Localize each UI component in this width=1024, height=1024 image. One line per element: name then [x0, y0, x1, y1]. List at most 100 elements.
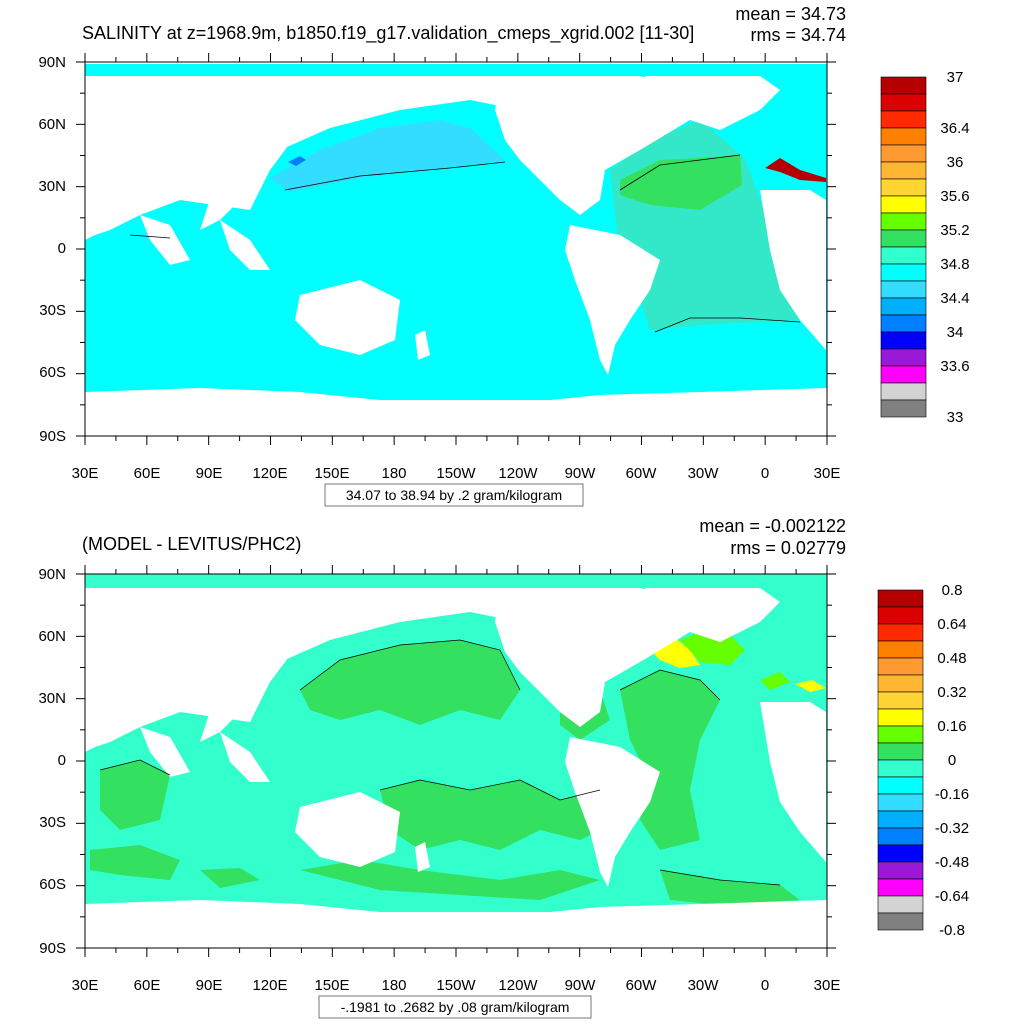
colorbar-label: 37	[947, 69, 964, 86]
colorbar-swatch	[877, 776, 924, 795]
colorbar-swatch	[877, 623, 924, 642]
salinity-colorbar: 37 36.4 36 35.6 35.2 34.8 34.4 34 33.6 33	[880, 69, 970, 426]
lat-label-0: 0	[58, 752, 66, 769]
lon-label-30e: 30E	[72, 977, 99, 994]
rms-stat: rms = 34.74	[750, 25, 846, 45]
colorbar-swatch	[877, 912, 924, 931]
lon-label-120w: 120W	[498, 465, 538, 482]
colorbar-label: 0	[948, 752, 956, 769]
colorbar-label: 33	[947, 409, 964, 426]
lat-label-30n: 30N	[38, 178, 66, 195]
colorbar-label: 0.48	[937, 650, 966, 667]
colorbar-swatch	[877, 895, 924, 914]
longitude-labels: 30E 60E 90E 120E 150E 180 150W 120W 90W …	[72, 977, 841, 994]
colorbar-swatch	[880, 348, 927, 367]
latitude-labels: 90N 60N 30N 0 30S 60S 90S	[38, 54, 66, 445]
rms-stat: rms = 0.02779	[730, 538, 846, 558]
lon-label-30w: 30W	[688, 465, 720, 482]
lon-label-150e: 150E	[314, 465, 349, 482]
lon-label-150w: 150W	[436, 465, 476, 482]
colorbar-swatch	[880, 76, 927, 95]
salinity-map-field	[85, 62, 827, 436]
lat-label-60n: 60N	[38, 116, 66, 133]
lat-label-30n: 30N	[38, 690, 66, 707]
colorbar-swatch	[880, 314, 927, 333]
lat-label-90n: 90N	[38, 566, 66, 583]
lon-label-180: 180	[381, 465, 406, 482]
colorbar-swatch	[877, 606, 924, 625]
lat-label-60n: 60N	[38, 628, 66, 645]
colorbar-swatch	[877, 691, 924, 710]
lon-label-120w: 120W	[498, 977, 538, 994]
colorbar-swatch	[880, 161, 927, 180]
caption-box	[318, 995, 592, 1019]
latitude-labels: 90N 60N 30N 0 30S 60S 90S	[38, 566, 66, 957]
lat-label-30s: 30S	[39, 302, 66, 319]
colorbar-swatch	[877, 589, 924, 608]
mean-stat: mean = -0.002122	[699, 516, 846, 536]
contour-caption: 34.07 to 38.94 by .2 gram/kilogram	[346, 487, 562, 503]
colorbar-label: 0.64	[937, 616, 966, 633]
colorbar-swatch	[877, 827, 924, 846]
colorbar-swatch	[877, 861, 924, 880]
contour-caption: -.1981 to .2682 by .08 gram/kilogram	[341, 999, 570, 1015]
colorbar-swatch	[880, 399, 927, 418]
colorbar-swatch	[877, 657, 924, 676]
map-ticks	[76, 565, 836, 957]
lon-label-150e: 150E	[314, 977, 349, 994]
colorbar-label: 34.8	[940, 256, 969, 273]
colorbar-swatch	[880, 263, 927, 282]
colorbar-label: 35.2	[940, 222, 969, 239]
colorbar-swatch	[877, 742, 924, 761]
lon-label-60e: 60E	[134, 977, 161, 994]
difference-map-field	[85, 574, 827, 948]
lon-label-120e: 120E	[252, 465, 287, 482]
colorbar-swatch	[880, 127, 927, 146]
colorbar-swatch	[880, 280, 927, 299]
lat-label-90s: 90S	[39, 940, 66, 957]
lon-label-120e: 120E	[252, 977, 287, 994]
map-ticks	[76, 53, 836, 445]
colorbar-label: -0.32	[935, 820, 969, 837]
colorbar-swatch	[877, 725, 924, 744]
salinity-panel: SALINITY at z=1968.9m, b1850.f19_g17.val…	[38, 4, 970, 507]
colorbar-label: 36	[947, 154, 964, 171]
colorbar-swatch	[880, 246, 927, 265]
colorbar-swatch	[880, 195, 927, 214]
colorbar-swatch	[877, 640, 924, 659]
lon-label-30e-end: 30E	[814, 465, 841, 482]
colorbar-label: 33.6	[940, 358, 969, 375]
colorbar-label: -0.8	[939, 922, 965, 939]
difference-panel: (MODEL - LEVITUS/PHC2) mean = -0.002122 …	[38, 516, 969, 1019]
colorbar-swatch	[877, 674, 924, 693]
difference-colorbar: 0.8 0.64 0.48 0.32 0.16 0 -0.16 -0.32 -0.48 -0.64…	[877, 582, 969, 939]
colorbar-label: -0.16	[935, 786, 969, 803]
colorbar-swatch	[880, 229, 927, 248]
mean-stat: mean = 34.73	[735, 4, 846, 24]
lat-label-60s: 60S	[39, 876, 66, 893]
lon-label-60e: 60E	[134, 465, 161, 482]
colorbar-label: 35.6	[940, 188, 969, 205]
colorbar-label: 0.16	[937, 718, 966, 735]
colorbar-label: 0.32	[937, 684, 966, 701]
colorbar-swatch	[877, 708, 924, 727]
lon-label-180: 180	[381, 977, 406, 994]
lon-label-0: 0	[761, 465, 769, 482]
colorbar-swatch	[880, 331, 927, 350]
lon-label-60w: 60W	[626, 465, 658, 482]
colorbar-swatch	[880, 178, 927, 197]
colorbar-swatch	[877, 793, 924, 812]
lon-label-90e: 90E	[196, 977, 223, 994]
lon-label-150w: 150W	[436, 977, 476, 994]
colorbar-label: 0.8	[942, 582, 963, 599]
colorbar-swatch	[880, 365, 927, 384]
colorbar-swatch	[880, 93, 927, 112]
colorbar-swatch	[877, 759, 924, 778]
colorbar-label: 34	[947, 324, 964, 341]
colorbar-swatch	[880, 212, 927, 231]
lon-label-90e: 90E	[196, 465, 223, 482]
longitude-labels: 30E 60E 90E 120E 150E 180 150W 120W 90W …	[72, 465, 841, 482]
colorbar-label: -0.48	[935, 854, 969, 871]
colorbar-swatch	[880, 110, 927, 129]
